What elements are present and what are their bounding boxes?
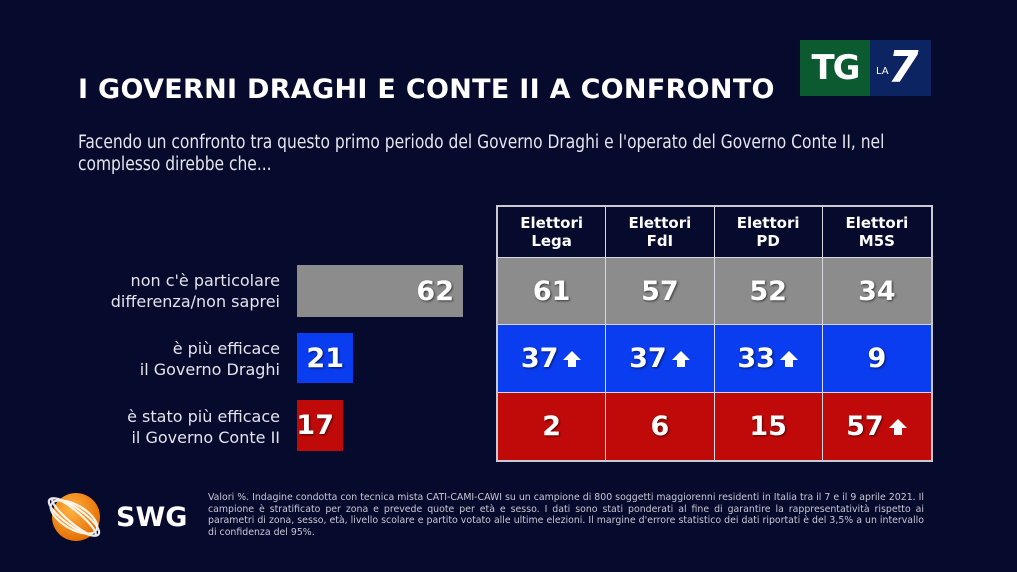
up-arrow-icon: [779, 350, 798, 367]
category-label-line: il Governo Draghi: [139, 360, 280, 379]
table-cell-pd: 33: [714, 325, 823, 393]
la7-logo-blue: LA 7: [870, 40, 931, 96]
swg-logo: SWG: [38, 487, 187, 547]
cell-value: 57: [641, 275, 679, 307]
table-cell-m5s: 34: [822, 258, 931, 325]
column-header-line: Elettori: [520, 214, 583, 232]
la7-logo-la: LA: [876, 66, 889, 77]
column-header-line: M5S: [858, 232, 895, 250]
table-cell-pd: 52: [714, 258, 823, 325]
cell-value: 9: [867, 343, 887, 374]
bar-draghi: 21: [297, 333, 353, 383]
table-cell-lega: 37: [498, 325, 607, 393]
column-header-line: Lega: [531, 232, 572, 250]
swg-globe-icon: [47, 493, 101, 541]
cell-value: 33: [737, 343, 775, 374]
bar-value-label: 62: [416, 275, 454, 307]
table-cell-fdi: 37: [606, 325, 715, 393]
cell-value: 6: [650, 411, 670, 442]
column-header-line: Elettori: [736, 214, 800, 232]
column-header-fdi: Elettori FdI: [606, 207, 715, 258]
up-arrow-icon: [671, 350, 690, 367]
column-header-line: Elettori: [628, 214, 692, 232]
tg-la7-logo: TG LA 7: [800, 40, 931, 96]
category-label-line: il Governo Conte II: [131, 428, 280, 447]
column-header-line: FdI: [646, 232, 674, 250]
column-header-m5s: Elettori M5S: [822, 207, 931, 258]
swg-wordmark: SWG: [116, 501, 188, 533]
category-label: è stato più efficace il Governo Conte II: [127, 406, 280, 448]
cell-value: 57: [846, 411, 884, 442]
table-cell-fdi: 6: [606, 393, 715, 460]
cell-value: 2: [542, 411, 562, 442]
page-title: I GOVERNI DRAGHI E CONTE II A CONFRONTO: [78, 74, 775, 105]
bar-value-label: 17: [296, 410, 334, 441]
party-breakdown-table: Elettori Lega Elettori FdI Elettori PD E…: [496, 205, 933, 462]
column-header-pd: Elettori PD: [714, 207, 823, 258]
up-arrow-icon: [888, 418, 907, 435]
cell-value: 52: [749, 275, 787, 307]
table-cell-m5s: 9: [822, 325, 931, 393]
category-label: non c'è particolare differenza/non sapre…: [111, 270, 280, 312]
bar-value-label: 21: [306, 342, 344, 374]
bar-neutral: 62: [297, 265, 463, 317]
up-arrow-icon: [563, 350, 582, 367]
la7-logo-seven: 7: [888, 42, 919, 93]
survey-question: Facendo un confronto tra questo primo pe…: [78, 132, 885, 175]
table-cell-fdi: 57: [606, 258, 715, 325]
cell-value: 61: [532, 275, 571, 307]
category-label-line: è più efficace: [172, 339, 280, 358]
tg-logo-green: TG: [800, 40, 870, 96]
cell-value: 15: [749, 411, 787, 442]
table-cell-pd: 15: [714, 393, 823, 460]
cell-value: 37: [629, 343, 667, 374]
category-label-line: non c'è particolare: [130, 271, 280, 290]
cell-value: 34: [858, 275, 896, 307]
table-cell-m5s: 57: [822, 393, 931, 460]
table-cell-lega: 2: [498, 393, 607, 460]
cell-value: 37: [520, 343, 559, 374]
table-cell-lega: 61: [498, 258, 607, 325]
column-header-lega: Elettori Lega: [498, 207, 607, 258]
category-label: è più efficace il Governo Draghi: [140, 338, 280, 380]
column-header-line: PD: [756, 232, 780, 250]
category-label-line: differenza/non saprei: [110, 292, 280, 311]
column-header-line: Elettori: [845, 214, 909, 232]
bar-conte: 17: [296, 400, 343, 451]
category-label-line: è stato più efficace: [127, 407, 280, 426]
methodology-footnote: Valori %. Indagine condotta con tecnica …: [208, 492, 924, 538]
